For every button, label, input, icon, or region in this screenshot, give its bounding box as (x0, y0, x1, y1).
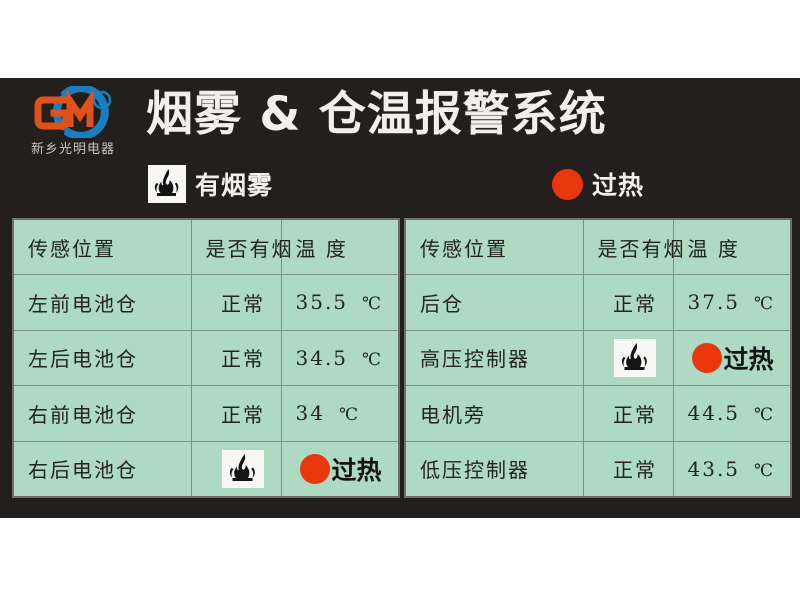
status-badge: 过热 (331, 455, 382, 485)
cell-location: 右前电池仓 (12, 385, 192, 442)
red-dot-icon (299, 453, 330, 484)
cell-location: 后仓 (404, 274, 584, 331)
temp-unit: ℃ (338, 405, 360, 426)
gm-logo-icon: R (34, 86, 112, 138)
column-header-smoke: 是否有烟 (582, 218, 684, 275)
cell-overheat-alarm: 过热 (672, 329, 792, 386)
sensor-table-right: 传感位置 是否有烟 温 度 后仓 正常 37.5 ℃ 高压控制器 (404, 218, 792, 498)
column-header-temperature: 温 度 (280, 218, 400, 275)
flame-icon (614, 338, 656, 377)
table-row: 后仓 正常 37.5 ℃ (404, 274, 792, 331)
cell-smoke-status: 正常 (582, 440, 674, 497)
temp-value: 44.5 (687, 401, 741, 426)
cell-location: 左前电池仓 (12, 274, 192, 331)
flame-icon (148, 165, 186, 203)
table-row: 左后电池仓 正常 34.5 ℃ (12, 329, 400, 386)
temp-unit: ℃ (754, 294, 776, 315)
cell-location: 低压控制器 (404, 440, 584, 497)
cell-smoke-status: 正常 (582, 385, 674, 442)
temp-value: 34 (295, 401, 325, 426)
temp-value: 35.5 (295, 290, 349, 315)
cell-temperature: 44.5 ℃ (672, 385, 792, 442)
temp-unit: ℃ (754, 460, 776, 481)
alarm-display-panel: R 新乡光明电器 烟雾 & 仓温报警系统 有烟雾 过 (0, 78, 800, 518)
table-row: 电机旁 正常 44.5 ℃ (404, 385, 792, 442)
red-dot-icon (691, 342, 722, 373)
cell-temperature: 35.5 ℃ (280, 274, 400, 331)
company-logo: R 新乡光明电器 (8, 84, 138, 162)
red-dot-icon (552, 168, 583, 200)
temp-value: 37.5 (687, 290, 741, 315)
cell-temperature: 34 ℃ (280, 385, 400, 442)
cell-location: 左后电池仓 (12, 329, 192, 386)
legend-item-overheat: 过热 (552, 164, 644, 204)
column-header-location: 传感位置 (404, 218, 584, 275)
sensor-table-left: 传感位置 是否有烟 温 度 左前电池仓 正常 35.5 ℃ 左后电池仓 正常 34… (12, 218, 400, 498)
table-row-alarm: 右后电池仓 (12, 440, 400, 497)
status-badge: 过热 (723, 344, 774, 374)
page-title: 烟雾 & 仓温报警系统 (146, 87, 607, 142)
cell-smoke-status: 正常 (190, 274, 282, 331)
header-band: R 新乡光明电器 烟雾 & 仓温报警系统 (0, 78, 800, 158)
cell-smoke-alarm (582, 329, 674, 386)
table-row: 低压控制器 正常 43.5 ℃ (404, 440, 792, 497)
cell-temperature: 37.5 ℃ (672, 274, 792, 331)
legend-item-smoke: 有烟雾 (148, 164, 273, 204)
temp-value: 34.5 (295, 345, 349, 370)
table-header-row: 传感位置 是否有烟 温 度 (12, 218, 400, 275)
svg-text:R: R (98, 95, 107, 108)
cell-overheat-alarm: 过热 (280, 440, 400, 497)
cell-location: 电机旁 (404, 385, 584, 442)
company-name-label: 新乡光明电器 (30, 142, 115, 157)
table-row: 右前电池仓 正常 34 ℃ (12, 385, 400, 442)
legend-label-smoke: 有烟雾 (195, 171, 274, 200)
cell-temperature: 34.5 ℃ (280, 329, 400, 386)
temp-value: 43.5 (687, 456, 741, 481)
column-header-temperature: 温 度 (672, 218, 792, 275)
cell-location: 右后电池仓 (12, 440, 192, 497)
cell-smoke-status: 正常 (190, 329, 282, 386)
column-header-smoke: 是否有烟 (190, 218, 292, 275)
table-row-alarm: 高压控制器 (404, 329, 792, 386)
legend-label-overheat: 过热 (592, 171, 645, 200)
flame-icon (222, 449, 264, 488)
table-row: 左前电池仓 正常 35.5 ℃ (12, 274, 400, 331)
cell-smoke-status: 正常 (190, 385, 282, 442)
temp-unit: ℃ (754, 405, 776, 426)
cell-smoke-status: 正常 (582, 274, 674, 331)
cell-temperature: 43.5 ℃ (672, 440, 792, 497)
column-header-location: 传感位置 (12, 218, 192, 275)
cell-smoke-alarm (190, 440, 282, 497)
table-header-row: 传感位置 是否有烟 温 度 (404, 218, 792, 275)
legend-row: 有烟雾 过热 (0, 164, 800, 208)
cell-location: 高压控制器 (404, 329, 584, 386)
temp-unit: ℃ (362, 294, 384, 315)
temp-unit: ℃ (362, 349, 384, 370)
